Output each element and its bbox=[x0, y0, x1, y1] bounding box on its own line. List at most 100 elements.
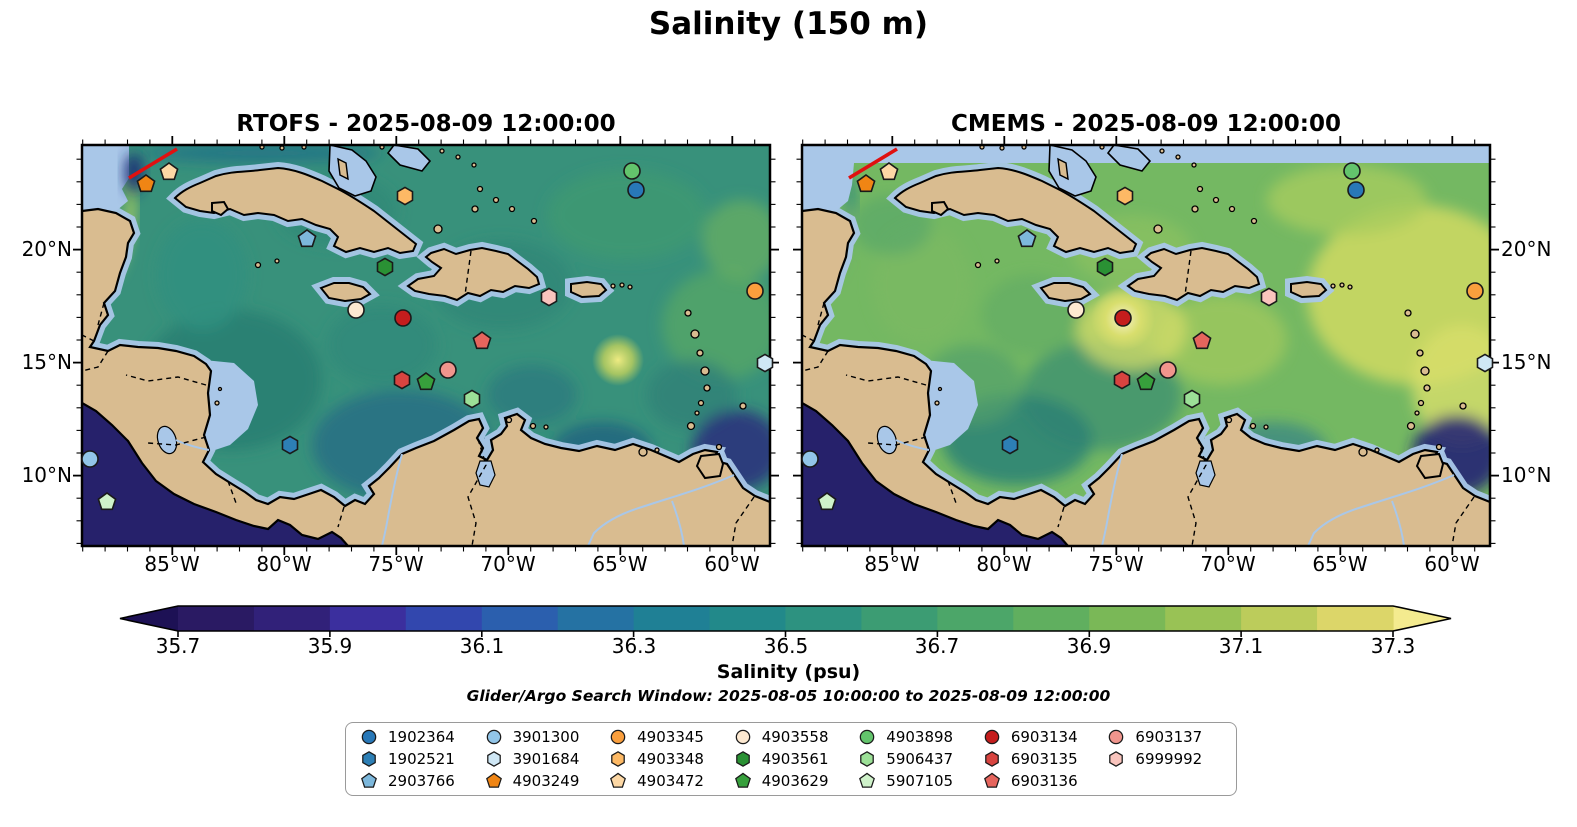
float-marker-4903561 bbox=[376, 257, 394, 277]
float-marker-1902364 bbox=[1347, 181, 1365, 199]
legend-entry-5907105: 5907105 bbox=[858, 770, 983, 792]
legend-float-id: 4903558 bbox=[761, 727, 829, 746]
colorbar-tick-label: 36.9 bbox=[1066, 634, 1112, 658]
panel-spine bbox=[80, 143, 772, 548]
colorbar-segment bbox=[557, 606, 635, 631]
colorbar-over-arrow bbox=[1393, 606, 1451, 631]
legend-entry-6903135: 6903135 bbox=[983, 748, 1108, 770]
pentagon-marker-icon bbox=[610, 772, 627, 788]
x-tick-label: 65°W bbox=[1312, 552, 1368, 576]
legend-entry-1902364: 1902364 bbox=[360, 726, 485, 748]
island-isla-juventud bbox=[211, 200, 230, 217]
colorbar-segment bbox=[633, 606, 711, 631]
colorbar-tick-label: 35.9 bbox=[307, 634, 353, 658]
float-marker-4903345 bbox=[1466, 282, 1484, 300]
y-tick-label-left: 20°N bbox=[21, 237, 72, 261]
map-panel-rtofs bbox=[73, 136, 779, 555]
island-hispaniola bbox=[1126, 246, 1261, 302]
bahama-bank bbox=[328, 145, 377, 197]
colorbar-segment bbox=[785, 606, 863, 631]
legend-entry-4903558: 4903558 bbox=[734, 726, 859, 748]
colorbar-segment bbox=[253, 606, 331, 631]
island-puerto-rico bbox=[570, 280, 608, 299]
map-layers-cmems bbox=[802, 145, 1490, 546]
float-marker-4903898 bbox=[623, 162, 641, 180]
pentagon-marker-icon bbox=[859, 772, 876, 788]
y-tick-label-right: 15°N bbox=[1501, 350, 1552, 374]
hexagon-marker-icon bbox=[735, 751, 750, 767]
colorbar bbox=[112, 600, 1462, 644]
legend-float-id: 4903249 bbox=[512, 771, 580, 790]
legend-float-id: 1902521 bbox=[388, 749, 455, 768]
legend-float-id: 4903898 bbox=[886, 727, 954, 746]
legend-float-id: 3901684 bbox=[512, 749, 580, 768]
colorbar-tick-label: 36.1 bbox=[459, 634, 505, 658]
island-puerto-rico bbox=[1290, 280, 1328, 299]
legend-float-id: 6903136 bbox=[1010, 771, 1078, 790]
colorbar-tick-label: 37.1 bbox=[1218, 634, 1264, 658]
float-marker-6903137 bbox=[439, 361, 457, 379]
legend-float-id: 4903345 bbox=[637, 727, 704, 746]
colorbar-segment bbox=[937, 606, 1014, 631]
pentagon-marker-icon bbox=[485, 772, 502, 788]
figure-title: Salinity (150 m) bbox=[648, 6, 929, 42]
colorbar-tick-label: 36.3 bbox=[611, 634, 657, 658]
hexagon-marker-icon bbox=[486, 751, 501, 767]
float-marker-6903135 bbox=[393, 370, 411, 390]
float-marker-3901684 bbox=[756, 353, 774, 373]
rivers bbox=[175, 439, 735, 546]
float-marker-6903134 bbox=[394, 309, 412, 327]
salinity-eddy bbox=[592, 334, 644, 386]
legend-entry-6903136: 6903136 bbox=[983, 770, 1108, 792]
legend-entry-3901300: 3901300 bbox=[485, 726, 610, 748]
float-marker-4903629 bbox=[416, 372, 436, 391]
glider-track-line bbox=[848, 147, 898, 180]
island-trinidad bbox=[1415, 452, 1445, 480]
x-tick-label: 60°W bbox=[704, 552, 760, 576]
panel-title-cmems: CMEMS - 2025-08-09 12:00:00 bbox=[950, 111, 1342, 137]
legend-float-id: 4903561 bbox=[761, 749, 829, 768]
float-marker-5907105 bbox=[97, 492, 117, 511]
pacific-coastline bbox=[82, 402, 349, 546]
legend-float-id: 4903348 bbox=[637, 749, 704, 768]
legend-entry-3901684: 3901684 bbox=[485, 748, 610, 770]
float-marker-6903136 bbox=[472, 331, 492, 350]
legend-float-id: 5907105 bbox=[886, 771, 954, 790]
float-marker-4903348 bbox=[1116, 186, 1134, 206]
hexagon-marker-icon bbox=[985, 751, 999, 767]
hexagon-marker-icon bbox=[1109, 751, 1124, 767]
float-marker-4903629 bbox=[1136, 372, 1156, 391]
lake-nicaragua bbox=[876, 425, 898, 455]
legend-entry-1902521: 1902521 bbox=[360, 748, 485, 770]
small-islands bbox=[214, 145, 747, 457]
float-marker-4903558 bbox=[347, 301, 365, 319]
legend-float-id: 6903137 bbox=[1135, 727, 1203, 746]
float-marker-6999992 bbox=[1260, 287, 1278, 307]
float-marker-1902521 bbox=[1001, 435, 1019, 455]
country-borders bbox=[82, 250, 755, 546]
circle-marker-icon bbox=[735, 729, 750, 745]
legend-entry-6903134: 6903134 bbox=[983, 726, 1108, 748]
panel-title-rtofs: RTOFS - 2025-08-09 12:00:00 bbox=[236, 111, 616, 137]
lake-maracaibo bbox=[1195, 460, 1216, 488]
colorbar-segment bbox=[405, 606, 483, 631]
mainland bbox=[802, 209, 1490, 546]
legend-entry-2903766: 2903766 bbox=[360, 770, 485, 792]
pentagon-marker-icon bbox=[734, 772, 751, 788]
float-marker-3901684 bbox=[1476, 353, 1494, 373]
x-tick-label: 80°W bbox=[256, 552, 312, 576]
panel-spine bbox=[800, 143, 1492, 548]
colorbar-segment bbox=[861, 606, 938, 631]
legend-entry-4903345: 4903345 bbox=[609, 726, 734, 748]
colorbar-segment bbox=[178, 606, 255, 631]
lake-nicaragua bbox=[156, 425, 178, 455]
mainland bbox=[82, 209, 770, 546]
map-panel-cmems bbox=[793, 136, 1499, 555]
float-marker-6999992 bbox=[540, 287, 558, 307]
colorbar-tick-label: 36.7 bbox=[914, 634, 960, 658]
axis-ticks bbox=[73, 136, 779, 555]
colorbar-tick-label: 35.7 bbox=[155, 634, 201, 658]
colorbar-segment bbox=[329, 606, 407, 631]
float-marker-4903345 bbox=[746, 282, 764, 300]
float-marker-4903472 bbox=[159, 162, 179, 181]
